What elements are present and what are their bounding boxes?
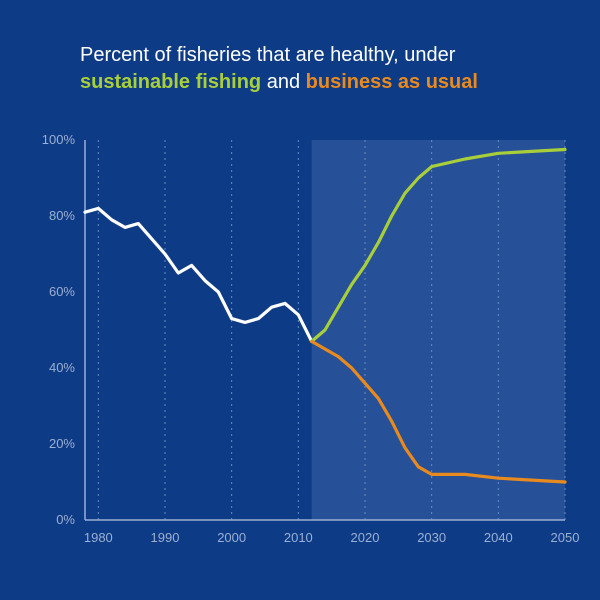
x-tick-label: 1980 [84, 530, 113, 545]
y-tick-label: 80% [49, 208, 75, 223]
series-history-line [85, 208, 312, 341]
x-tick-label: 2020 [351, 530, 380, 545]
y-tick-label: 100% [42, 132, 76, 147]
x-tick-label: 2050 [551, 530, 580, 545]
fisheries-line-chart: 0% 20% 40% 60% 80% 100% 1980 1990 2000 2010 2020 20… [0, 0, 600, 600]
y-tick-label: 40% [49, 360, 75, 375]
x-tick-label: 2000 [217, 530, 246, 545]
y-tick-label: 0% [56, 512, 75, 527]
x-tick-label: 1990 [151, 530, 180, 545]
x-tick-label: 2030 [417, 530, 446, 545]
y-tick-label: 60% [49, 284, 75, 299]
x-tick-label: 2040 [484, 530, 513, 545]
x-tick-label: 2010 [284, 530, 313, 545]
y-tick-label: 20% [49, 436, 75, 451]
infographic-canvas: Percent of fisheries that are healthy, u… [0, 0, 600, 600]
